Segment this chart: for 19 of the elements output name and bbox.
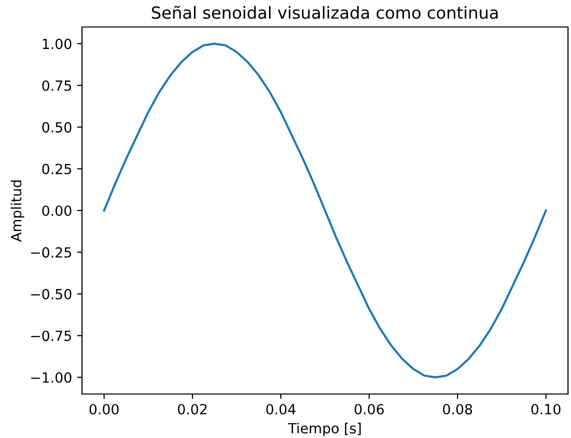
y-tick-label: −0.50 <box>31 288 72 300</box>
y-tick-label: 0.25 <box>42 164 72 174</box>
y-tick-label: 0.75 <box>42 80 72 91</box>
x-tick-label: 0.02 <box>178 404 207 414</box>
x-tick-label: 0.06 <box>354 404 384 414</box>
line-series <box>103 42 547 378</box>
y-tick-label: −1.00 <box>31 372 72 383</box>
y-tick-label: −0.75 <box>31 330 72 342</box>
y-tick-label: 0.00 <box>42 205 72 216</box>
chart-title: Señal senoidal visualizada como continua <box>152 6 498 19</box>
y-tick-label: −0.25 <box>31 247 72 258</box>
x-tick-label: 0.08 <box>443 404 472 414</box>
y-tick-label: 1.00 <box>42 38 72 50</box>
y-tick-label: 0.50 <box>42 122 72 133</box>
y-axis-title: Amplitud <box>10 180 24 242</box>
x-tick-label: 0.10 <box>531 404 560 414</box>
x-tick-label: 0.04 <box>266 404 296 414</box>
x-axis-title: Tiempo [s] <box>288 422 361 436</box>
x-tick-label: 0.00 <box>90 404 119 414</box>
